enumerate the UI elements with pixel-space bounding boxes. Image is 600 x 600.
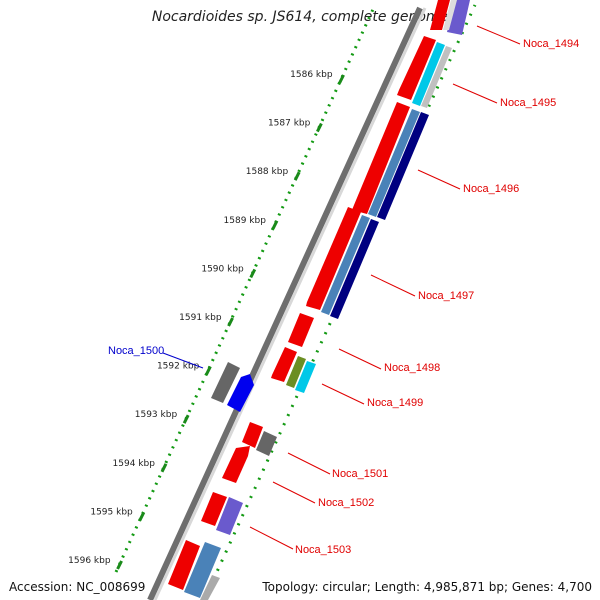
tick-label: 1590 kbp [201,264,244,274]
feature-cds-1501-b[interactable] [222,446,250,483]
feature-steel-bottom[interactable] [184,542,221,598]
label-noca-1494[interactable]: Noca_1494 [523,38,579,50]
topology-text: Topology: circular; Length: 4,985,871 bp… [262,580,592,594]
tick-mark [182,414,190,424]
tick-mark [316,122,323,133]
feature-steel-1497[interactable] [321,215,370,315]
feature-cds-1496[interactable] [352,102,410,214]
backbone-dark [147,6,423,600]
features [168,0,470,600]
tick-label: 1586 kbp [290,70,333,80]
feature-gray-1500[interactable] [211,362,240,403]
feature-noca-1494[interactable] [447,0,470,35]
tick-labels: 1586 kbp 1587 kbp 1588 kbp 1589 kbp 1590 kbp… [68,70,333,566]
label-noca-1502[interactable]: Noca_1502 [318,497,374,509]
feature-cds-1498-a[interactable] [288,313,314,347]
map-title: Nocardioides sp. JS614, complete genome [151,9,449,25]
feature-gray-1501[interactable] [256,431,277,456]
tick-label: 1593 kbp [135,410,178,420]
leader-lines [162,25,521,550]
tick-label: 1594 kbp [113,459,156,469]
feature-top-red [430,0,450,30]
feature-cds-1498-b[interactable] [271,347,297,382]
tick-label: 1591 kbp [179,313,222,323]
tick-label: 1589 kbp [224,216,267,226]
tick-marks [116,74,345,570]
feature-blue-1500[interactable] [227,374,254,412]
feature-cds-1495[interactable] [397,36,436,100]
feature-cds-1497[interactable] [306,207,361,310]
feature-cds-1502[interactable] [201,492,227,526]
label-noca-1499[interactable]: Noca_1499 [367,397,423,409]
label-noca-1500[interactable]: Noca_1500 [108,345,164,357]
feature-purple-1503[interactable] [216,497,243,535]
feature-steel-1496[interactable] [368,109,420,217]
tick-mark [227,317,234,327]
label-noca-1495[interactable]: Noca_1495 [500,97,556,109]
tick-label: 1592 kbp [157,362,200,372]
label-noca-1497[interactable]: Noca_1497 [418,290,474,302]
tick-mark [138,511,146,522]
tick-mark [160,463,168,473]
tick-mark [249,268,257,279]
feature-cyan-1495 [412,42,445,106]
feature-gray-1495 [421,46,452,108]
feature-olive-1499[interactable] [286,356,306,388]
tick-label: 1588 kbp [246,167,289,177]
feature-cds-bottom[interactable] [168,540,200,590]
tick-label: 1595 kbp [90,507,133,517]
label-noca-1498[interactable]: Noca_1498 [384,362,440,374]
label-noca-1496[interactable]: Noca_1496 [463,183,519,195]
tick-label: 1587 kbp [268,119,311,129]
tick-mark [338,74,345,84]
tick-mark [271,220,279,230]
tick-mark [116,560,123,570]
label-noca-1503[interactable]: Noca_1503 [295,544,351,556]
accession-text: Accession: NC_008699 [9,580,146,594]
feature-gray-bottom [200,575,220,600]
backbone-light [153,7,427,600]
label-noca-1501[interactable]: Noca_1501 [332,468,388,480]
feature-navy-1496[interactable] [377,112,429,220]
tick-mark [293,171,301,181]
feature-cyan-1499[interactable] [295,361,316,393]
feature-top-gray [443,0,457,30]
tick-label: 1596 kbp [68,556,111,566]
feature-cds-1501-a[interactable] [242,422,263,448]
feature-navy-1497[interactable] [330,219,379,319]
tick-mark [205,365,212,376]
